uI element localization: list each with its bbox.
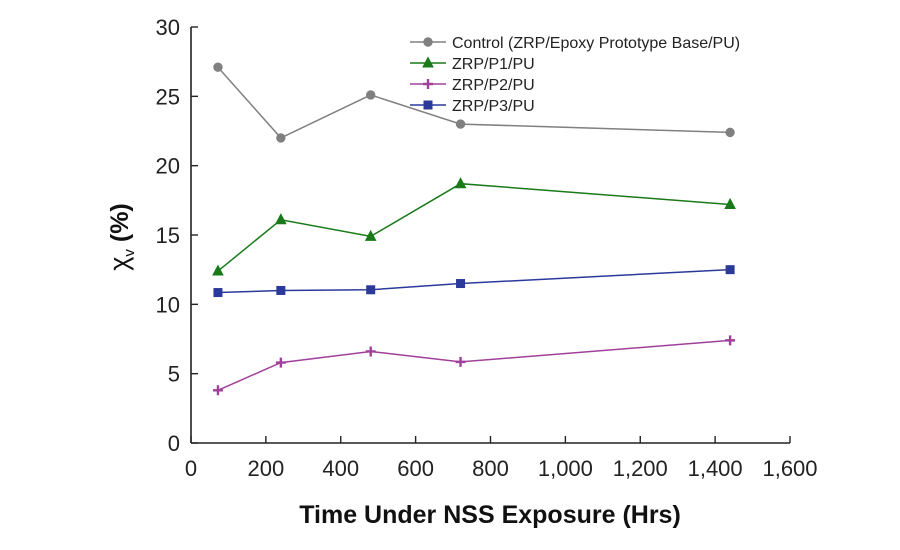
data-point xyxy=(364,229,377,241)
data-point xyxy=(212,385,223,396)
legend-entry: ZRP/P1/PU xyxy=(410,56,535,73)
legend-entry: ZRP/P2/PU xyxy=(410,77,535,94)
y-tick-label: 0 xyxy=(168,431,180,456)
x-tick-label: 1,400 xyxy=(688,456,743,481)
data-point xyxy=(724,197,736,209)
series-group xyxy=(212,62,736,396)
legend-marker xyxy=(423,37,433,47)
data-point xyxy=(366,90,376,100)
legend: Control (ZRP/Epoxy Prototype Base/PU) ZRP… xyxy=(410,35,740,115)
data-point xyxy=(456,279,466,289)
data-point xyxy=(213,288,223,298)
legend-marker xyxy=(423,79,433,89)
y-tick-label: 20 xyxy=(156,154,180,179)
legend-entry: Control (ZRP/Epoxy Prototype Base/PU) xyxy=(410,35,740,52)
x-tick-label: 0 xyxy=(185,456,197,481)
data-point xyxy=(275,213,287,225)
legend-label: ZRP/P1/PU xyxy=(452,56,535,73)
x-tick-label: 1,600 xyxy=(762,456,817,481)
data-point xyxy=(454,177,467,189)
y-tick-label: 5 xyxy=(168,362,180,387)
data-point xyxy=(455,119,466,129)
x-tick-label: 800 xyxy=(472,456,509,481)
data-point xyxy=(725,127,735,138)
x-tick-label: 400 xyxy=(322,456,359,481)
series-1 xyxy=(213,62,735,143)
y-tick-label: 15 xyxy=(156,223,180,248)
x-axis-title: Time Under NSS Exposure (Hrs) xyxy=(299,501,681,529)
legend-label: ZRP/P2/PU xyxy=(452,77,535,94)
data-point xyxy=(366,285,376,295)
series-2 xyxy=(212,177,736,276)
series-line xyxy=(217,339,731,391)
series-4 xyxy=(213,265,735,298)
series-3 xyxy=(212,335,736,396)
legend-marker xyxy=(423,100,433,110)
legend-marker xyxy=(422,56,434,68)
y-axis-spacer xyxy=(106,242,134,249)
y-axis-unit: (%) xyxy=(106,203,134,242)
data-point xyxy=(212,264,224,276)
y-tick-label: 10 xyxy=(156,292,180,317)
y-tick-label: 25 xyxy=(156,84,180,109)
legend-entry: ZRP/P3/PU xyxy=(410,98,535,115)
data-point xyxy=(455,356,466,367)
y-axis-ticks: 0 5 10 15 20 25 30 xyxy=(156,15,198,456)
y-axis-subscript: v xyxy=(121,249,138,257)
series-line xyxy=(217,182,731,272)
data-point xyxy=(725,335,736,346)
legend-label: Control (ZRP/Epoxy Prototype Base/PU) xyxy=(452,35,740,52)
x-tick-label: 200 xyxy=(248,456,285,481)
x-tick-label: 1,200 xyxy=(613,456,668,481)
x-tick-label: 600 xyxy=(397,456,434,481)
data-point xyxy=(276,133,286,143)
data-point xyxy=(276,285,286,295)
series-line xyxy=(217,268,731,294)
data-point xyxy=(213,62,223,72)
y-axis-symbol: χ xyxy=(104,257,134,271)
x-axis-ticks: 0 200 400 600 800 1,000 1,200 1,400 1,600 xyxy=(185,436,818,481)
legend-label: ZRP/P3/PU xyxy=(452,98,535,115)
y-axis-title: χv (%) xyxy=(104,203,138,271)
data-point xyxy=(275,357,286,368)
data-point xyxy=(725,265,735,275)
y-tick-label: 30 xyxy=(156,15,180,40)
x-tick-label: 1,000 xyxy=(538,456,593,481)
data-point xyxy=(365,346,376,357)
